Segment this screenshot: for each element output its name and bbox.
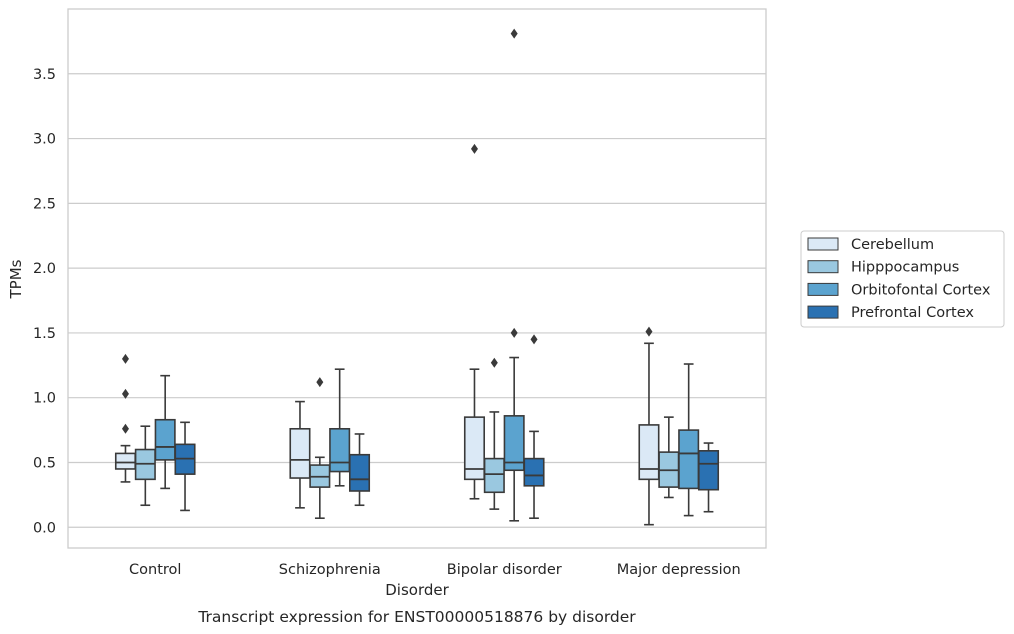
legend: Cerebellum Hipppocampus Orbitofontal Corte… xyxy=(800,230,1005,328)
y-tick-label: 3.5 xyxy=(33,67,56,83)
outlier-point xyxy=(316,377,324,388)
y-tick-label: 2.0 xyxy=(33,261,56,277)
plot-area xyxy=(114,28,720,526)
outlier-point xyxy=(645,326,653,337)
x-tick-label: Major depression xyxy=(617,562,741,578)
box-iqr xyxy=(289,427,311,479)
box-iqr xyxy=(154,418,176,461)
outlier-point xyxy=(510,327,518,338)
y-tick-label: 2.5 xyxy=(33,196,56,212)
box-prefrontal-cortex-1 xyxy=(348,433,371,507)
outlier-point xyxy=(490,357,498,368)
box-orbitofontal-cortex-3 xyxy=(678,363,700,517)
x-tick-label: Schizophrenia xyxy=(279,562,381,578)
x-tick-label: Bipolar disorder xyxy=(447,562,562,578)
box-hipppocampus-2 xyxy=(483,357,505,510)
box-iqr xyxy=(483,457,505,494)
outlier-point xyxy=(470,143,478,154)
x-tick-labels: Control Schizophrenia Bipolar disorder Majo… xyxy=(129,562,741,578)
box-iqr xyxy=(329,427,351,473)
legend-swatch xyxy=(807,305,839,319)
box-iqr xyxy=(348,453,371,492)
box-hipppocampus-0 xyxy=(134,425,156,507)
legend-label: Prefrontal Cortex xyxy=(851,305,974,321)
outlier-point xyxy=(121,353,129,364)
legend-label: Cerebellum xyxy=(851,237,934,253)
box-iqr xyxy=(523,457,545,487)
legend-frame xyxy=(800,230,1005,328)
box-iqr xyxy=(114,452,137,470)
box-cerebellum-2 xyxy=(463,143,486,500)
x-axis-label: Disorder xyxy=(385,581,449,599)
box-prefrontal-cortex-2 xyxy=(523,334,545,519)
box-hipppocampus-3 xyxy=(658,416,680,499)
box-iqr xyxy=(678,429,700,490)
y-tick-label: 3.0 xyxy=(33,132,56,148)
box-prefrontal-cortex-3 xyxy=(697,442,720,513)
chart-caption: Transcript expression for ENST0000051887… xyxy=(197,608,636,626)
outlier-point xyxy=(530,334,538,345)
box-iqr xyxy=(503,415,525,472)
y-tick-label: 1.5 xyxy=(33,326,56,342)
y-tick-label: 0.0 xyxy=(33,520,56,536)
outlier-point xyxy=(510,28,518,39)
y-axis-label: TPMs xyxy=(7,259,25,299)
box-cerebellum-1 xyxy=(289,400,311,509)
box-prefrontal-cortex-0 xyxy=(174,421,196,512)
outlier-point xyxy=(121,423,129,434)
box-cerebellum-3 xyxy=(638,326,660,526)
y-tick-labels: 0.0 0.5 1.0 1.5 2.0 2.5 3.0 3.5 xyxy=(33,67,56,536)
box-iqr xyxy=(697,450,720,491)
box-iqr xyxy=(463,416,486,481)
box-hipppocampus-1 xyxy=(309,377,331,519)
box-iqr xyxy=(638,424,660,481)
plot-frame xyxy=(67,8,767,549)
legend-swatch xyxy=(807,282,839,296)
y-tick-label: 0.5 xyxy=(33,455,56,471)
x-tick-label: Control xyxy=(129,562,181,578)
legend-swatch xyxy=(807,237,839,251)
legend-label: Hipppocampus xyxy=(851,260,959,276)
legend-label: Orbitofontal Cortex xyxy=(851,282,991,298)
box-orbitofontal-cortex-1 xyxy=(329,368,351,487)
box-orbitofontal-cortex-0 xyxy=(154,374,176,490)
box-cerebellum-0 xyxy=(114,353,137,483)
y-tick-label: 1.0 xyxy=(33,391,56,407)
outlier-point xyxy=(121,388,129,399)
box-orbitofontal-cortex-2 xyxy=(503,28,525,522)
legend-swatch xyxy=(807,260,839,274)
